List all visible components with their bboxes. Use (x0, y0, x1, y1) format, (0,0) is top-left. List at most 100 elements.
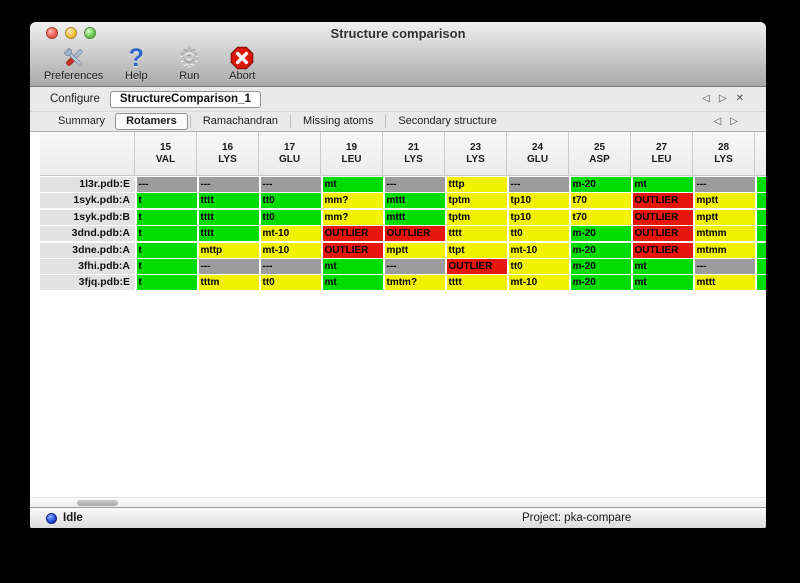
title-bar[interactable]: Structure comparison (30, 22, 766, 44)
column-header[interactable]: 23 LYS (445, 132, 507, 176)
column-header[interactable]: 27 LEU (631, 132, 693, 176)
rotamer-cell[interactable]: mm? (322, 209, 383, 225)
rotamer-cell[interactable]: tttt (446, 275, 507, 291)
row-label[interactable]: 3fjq.pdb:E (40, 275, 135, 291)
rotamer-cell[interactable]: mt (632, 258, 693, 274)
next-config-icon[interactable]: ▷ (718, 93, 727, 104)
configure-tab[interactable]: StructureComparison_1 (109, 90, 261, 108)
next-tab-icon[interactable]: ▷ (730, 115, 738, 127)
column-header[interactable]: 19 LEU (321, 132, 383, 176)
rotamer-cell[interactable]: t (136, 258, 197, 274)
rotamer-cell[interactable]: --- (384, 258, 445, 274)
rotamer-cell[interactable]: OUTLIER (632, 209, 693, 225)
rotamer-cell[interactable]: t70 (570, 193, 631, 209)
rotamer-cell[interactable]: tttt (198, 226, 259, 242)
rotamer-cell[interactable]: mtmm (694, 242, 755, 258)
rotamer-cell[interactable]: mm? (322, 193, 383, 209)
rotamer-cell[interactable]: m-20 (570, 226, 631, 242)
rotamer-cell[interactable]: m-20 (570, 258, 631, 274)
close-window-button[interactable] (46, 27, 58, 39)
column-header[interactable]: 25 ASP (569, 132, 631, 176)
rotamer-cell[interactable]: OUTLIER (632, 242, 693, 258)
rotamer-cell[interactable]: mt-10 (508, 275, 569, 291)
rotamer-cell[interactable]: mt-10 (260, 226, 321, 242)
prev-config-icon[interactable]: ◁ (702, 93, 710, 104)
rotamer-cell[interactable]: --- (694, 258, 755, 274)
rotamer-cell[interactable]: OUTLIER (632, 193, 693, 209)
row-label[interactable]: 3dnd.pdb:A (40, 226, 135, 242)
rotamer-cell[interactable]: --- (198, 258, 259, 274)
column-header[interactable]: 21 LYS (383, 132, 445, 176)
run-button[interactable]: ⚙ Run (169, 45, 209, 82)
rotamer-cell[interactable]: --- (260, 177, 321, 192)
rotamer-cell[interactable]: t (136, 242, 197, 258)
row-label[interactable]: 1syk.pdb:A (40, 193, 135, 209)
prev-tab-icon[interactable]: ◁ (713, 115, 722, 127)
rotamer-cell[interactable]: mt (322, 258, 383, 274)
rotamer-cell[interactable]: mt-10 (260, 242, 321, 258)
column-header[interactable]: 28 LYS (693, 132, 755, 176)
rotamer-cell[interactable]: mttp (198, 242, 259, 258)
rotamer-cell[interactable]: --- (694, 177, 755, 192)
rotamer-cell[interactable]: tttt (446, 226, 507, 242)
column-header[interactable]: 24 GLU (507, 132, 569, 176)
rotamer-cell[interactable]: OUTLIER (632, 226, 693, 242)
rotamer-cell[interactable]: tptm (446, 209, 507, 225)
rotamer-cell[interactable]: --- (508, 177, 569, 192)
rotamer-cell[interactable]: t (136, 193, 197, 209)
rotamer-cell[interactable]: --- (198, 177, 259, 192)
row-label[interactable]: 3fhi.pdb:A (40, 258, 135, 274)
rotamer-cell[interactable]: tttt (198, 193, 259, 209)
column-header[interactable]: 17 GLU (259, 132, 321, 176)
rotamer-cell[interactable]: mt (322, 177, 383, 192)
rotamer-cell[interactable]: mt (632, 177, 693, 192)
horizontal-scrollbar[interactable] (30, 497, 766, 507)
rotamer-cell[interactable]: --- (384, 177, 445, 192)
rotamer-cell[interactable]: m-20 (570, 275, 631, 291)
rotamer-cell[interactable]: tmtm? (384, 275, 445, 291)
row-label[interactable]: 3dne.pdb:A (40, 242, 135, 258)
rotamer-cell[interactable]: tp10 (508, 209, 569, 225)
rotamer-cell[interactable]: mt-10 (508, 242, 569, 258)
rotamer-cell[interactable]: --- (136, 177, 197, 192)
rotamer-cell[interactable]: tttp (446, 177, 507, 192)
minimize-window-button[interactable] (65, 27, 77, 39)
rotamer-cell[interactable]: tt0 (260, 209, 321, 225)
rotamer-cell[interactable]: tp10 (508, 193, 569, 209)
tab-summary[interactable]: Summary (58, 115, 106, 127)
rotamer-cell[interactable]: --- (260, 258, 321, 274)
rotamer-cell[interactable]: t (136, 226, 197, 242)
rotamer-cell[interactable]: mt (632, 275, 693, 291)
rotamer-cell[interactable]: mptt (694, 209, 755, 225)
horizontal-scrollbar-thumb[interactable] (77, 500, 118, 506)
rotamer-cell[interactable]: tttm (198, 275, 259, 291)
rotamer-cell[interactable]: mttt (694, 275, 755, 291)
rotamer-cell[interactable]: t (136, 275, 197, 291)
rotamer-cell[interactable]: t70 (570, 209, 631, 225)
preferences-button[interactable]: Preferences (44, 45, 103, 82)
rotamer-cell[interactable]: mptt (384, 242, 445, 258)
rotamer-cell[interactable]: OUTLIER (322, 242, 383, 258)
rotamer-cell[interactable]: OUTLIER (322, 226, 383, 242)
rotamer-cell[interactable]: mttt (384, 193, 445, 209)
row-label[interactable]: 1syk.pdb:B (40, 209, 135, 225)
rotamer-cell[interactable]: OUTLIER (384, 226, 445, 242)
rotamer-cell[interactable]: m-20 (570, 177, 631, 192)
abort-button[interactable]: Abort (222, 45, 262, 82)
rotamer-cell[interactable]: tttt (198, 209, 259, 225)
rotamer-cell[interactable]: tt0 (260, 193, 321, 209)
close-config-icon[interactable]: ✕ (735, 93, 744, 104)
tab-secondary-structure[interactable]: Secondary structure (398, 115, 497, 127)
help-button[interactable]: ? Help (116, 45, 156, 83)
column-header[interactable]: 15 VAL (135, 132, 197, 176)
rotamer-cell[interactable]: tt0 (508, 226, 569, 242)
tab-missing-atoms[interactable]: Missing atoms (303, 115, 374, 127)
tab-ramachandran[interactable]: Ramachandran (202, 115, 279, 127)
rotamer-cell[interactable]: mtmm (694, 226, 755, 242)
rotamer-cell[interactable]: mttt (384, 209, 445, 225)
rotamer-cell[interactable]: ttpt (446, 242, 507, 258)
rotamer-cell[interactable]: OUTLIER (446, 258, 507, 274)
rotamer-cell[interactable]: m-20 (570, 242, 631, 258)
rotamer-cell[interactable]: t (136, 209, 197, 225)
rotamer-cell[interactable]: tt0 (508, 258, 569, 274)
